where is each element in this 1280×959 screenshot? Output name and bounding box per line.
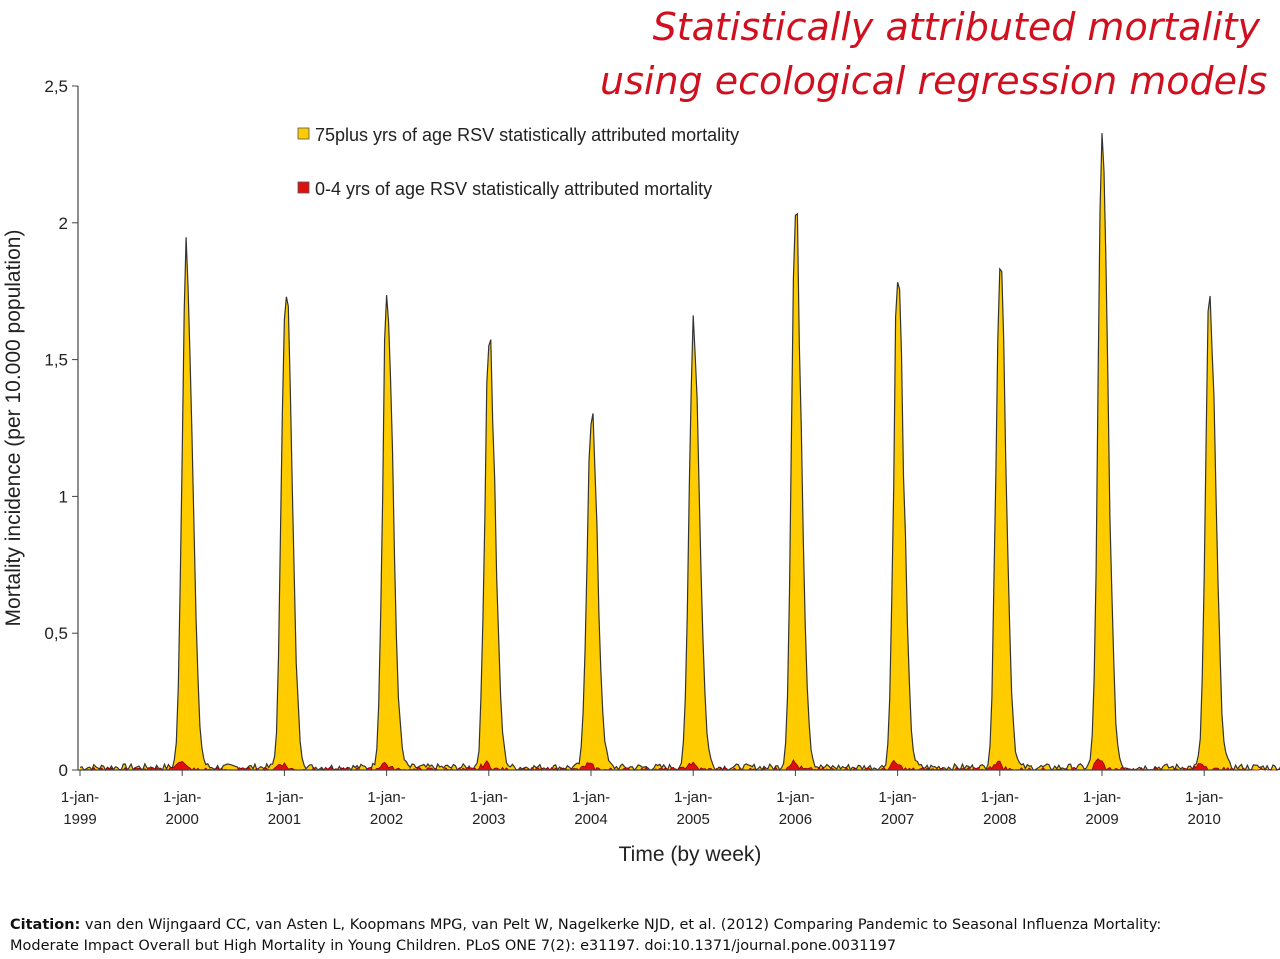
x-ticks: 1-jan- 1999 1-jan- 2000 1-jan- 2001 1-jan- 2002… [61, 770, 1223, 828]
x-tick-label-line-1: 1-jan- [367, 789, 405, 806]
x-tick-label-line-1: 1-jan- [776, 789, 814, 806]
y-tick-label: 2,5 [44, 77, 68, 96]
x-tick-label-line-2: 2009 [1085, 811, 1118, 828]
x-tick-label-line-1: 1-jan- [61, 789, 99, 806]
citation-line-1: van den Wijngaard CC, van Asten L, Koopm… [84, 917, 1162, 933]
x-tick-label-line-2: 1999 [63, 811, 96, 828]
series-0-4-line [80, 758, 1280, 771]
x-tick-label-line-2: 2003 [472, 811, 505, 828]
plot-areas [79, 133, 1280, 772]
slide-title-line-2: using ecological regression models [600, 59, 1268, 103]
y-axis-label: Mortality incidence (per 10.000 populati… [2, 230, 25, 627]
x-tick-label-line-2: 2010 [1188, 811, 1221, 828]
x-tick-label-line-2: 2006 [779, 811, 812, 828]
slide-title: Statistically attributed mortality using… [600, 0, 1268, 108]
x-tick-label-line-1: 1-jan- [674, 789, 712, 806]
x-tick-label-line-1: 1-jan- [265, 789, 303, 806]
y-ticks: 0 0,5 1 1,5 2 2,5 [44, 77, 78, 780]
y-tick-label: 1 [59, 487, 68, 506]
x-tick-label-line-2: 2005 [677, 811, 710, 828]
x-tick-label-line-2: 2002 [370, 811, 403, 828]
axes [77, 86, 1250, 771]
y-tick-label: 1,5 [44, 351, 68, 370]
legend-label-75plus: 75plus yrs of age RSV statistically attr… [315, 125, 739, 145]
citation-label: Citation: [10, 917, 81, 933]
x-tick-label-line-1: 1-jan- [1185, 789, 1223, 806]
x-tick-label-line-2: 2004 [574, 811, 607, 828]
legend: 75plus yrs of age RSV statistically attr… [297, 125, 739, 199]
slide-title-line-1: Statistically attributed mortality [652, 5, 1260, 49]
series-75plus-line [79, 133, 1280, 772]
mortality-chart: 0 0,5 1 1,5 2 2,5 1-jan- 1999 1-jan- 2000 1-jan- 2… [2, 77, 1280, 866]
y-tick-label: 0 [59, 761, 68, 780]
y-tick-label: 2 [59, 214, 68, 233]
x-tick-label-line-1: 1-jan- [470, 789, 508, 806]
citation-line-2: Moderate Impact Overall but High Mortali… [10, 938, 897, 954]
x-tick-label-line-1: 1-jan- [878, 789, 916, 806]
legend-swatch-0-4 [297, 181, 310, 194]
citation: Citation: van den Wijngaard CC, van Aste… [10, 915, 1280, 957]
x-tick-label-line-2: 2001 [268, 811, 301, 828]
x-tick-label-line-1: 1-jan- [981, 789, 1019, 806]
legend-swatch-75plus [297, 127, 310, 140]
x-tick-label-line-2: 2007 [881, 811, 914, 828]
y-tick-label: 0,5 [44, 624, 68, 643]
x-tick-label-line-1: 1-jan- [1083, 789, 1121, 806]
x-tick-label-line-2: 2008 [983, 811, 1016, 828]
x-tick-label-line-2: 2000 [166, 811, 199, 828]
legend-label-0-4: 0-4 yrs of age RSV statistically attribu… [315, 179, 712, 199]
x-tick-label-line-1: 1-jan- [163, 789, 201, 806]
x-axis-label: Time (by week) [619, 843, 762, 866]
x-tick-label-line-1: 1-jan- [572, 789, 610, 806]
